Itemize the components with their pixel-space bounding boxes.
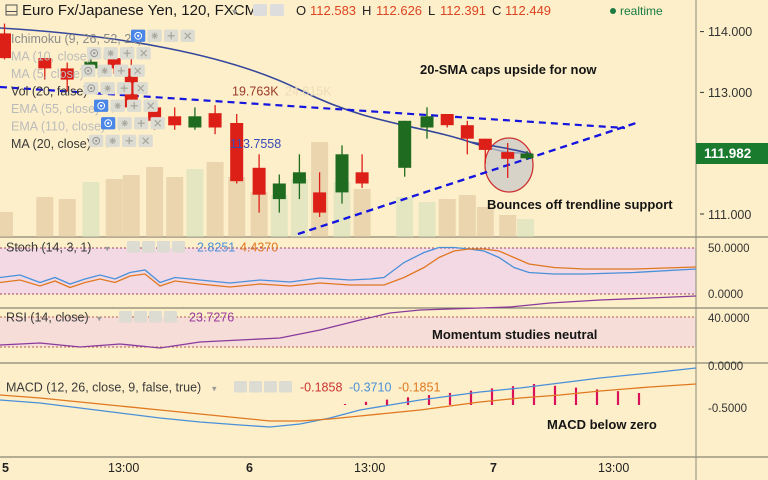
svg-text:H: H [362,3,371,18]
svg-text:MA (10, close): MA (10, close) [11,50,91,64]
svg-text:C: C [492,3,501,18]
svg-text:realtime: realtime [620,4,663,18]
svg-text:5: 5 [2,461,9,475]
svg-text:112.449: 112.449 [505,3,551,18]
svg-text:▾: ▾ [97,314,102,324]
svg-text:112.583: 112.583 [310,3,356,18]
svg-text:Euro Fx/Japanese Yen, 120, FXC: Euro Fx/Japanese Yen, 120, FXCM [22,2,257,19]
svg-text:13:00: 13:00 [108,461,139,475]
svg-text:0.0000: 0.0000 [708,289,743,301]
svg-text:4.4370: 4.4370 [240,241,278,255]
svg-text:111.000: 111.000 [708,208,751,222]
svg-text:23.7276: 23.7276 [189,311,234,325]
svg-text:Vol (20, false): Vol (20, false) [11,85,87,99]
svg-text:MACD below zero: MACD below zero [547,417,657,432]
svg-text:113.7558: 113.7558 [230,137,281,151]
svg-text:50.0000: 50.0000 [708,243,750,255]
svg-text:MACD (12, 26, close, 9, false,: MACD (12, 26, close, 9, false, true) [6,381,201,395]
svg-text:MA (5, close): MA (5, close) [11,67,84,81]
svg-text:13:00: 13:00 [354,461,385,475]
svg-text:Momentum studies neutral: Momentum studies neutral [432,327,597,342]
svg-text:112.626: 112.626 [376,3,422,18]
svg-text:-0.1851: -0.1851 [398,381,440,395]
svg-text:EMA (110, close): EMA (110, close) [11,120,105,134]
svg-text:0.0000: 0.0000 [708,361,743,373]
svg-text:112.391: 112.391 [440,3,486,18]
svg-text:L: L [428,3,435,18]
svg-text:EMA (55, close): EMA (55, close) [11,102,99,116]
svg-text:-0.5000: -0.5000 [708,403,747,415]
svg-text:13:00: 13:00 [598,461,629,475]
svg-text:2.8251: 2.8251 [197,241,235,255]
svg-text:40.0000: 40.0000 [708,313,750,325]
svg-text:113.000: 113.000 [708,86,752,100]
svg-text:Ichimoku (9, 26, 52, 26): Ichimoku (9, 26, 52, 26) [11,32,142,46]
svg-text:▾: ▾ [232,7,237,18]
svg-text:19.763K: 19.763K [232,85,279,99]
svg-text:▾: ▾ [212,384,217,394]
svg-text:7: 7 [490,461,497,475]
svg-text:O: O [296,3,306,18]
svg-text:-0.3710: -0.3710 [349,381,391,395]
svg-text:111.982: 111.982 [704,146,751,161]
svg-text:-0.1858: -0.1858 [300,381,342,395]
svg-text:114.000: 114.000 [708,25,752,39]
svg-text:RSI (14, close): RSI (14, close) [6,311,89,325]
svg-text:MA (20, close): MA (20, close) [11,137,91,151]
svg-text:24.815K: 24.815K [285,85,332,99]
svg-text:6: 6 [246,461,253,475]
svg-text:▾: ▾ [105,244,110,254]
svg-text:20-SMA caps upside for now: 20-SMA caps upside for now [420,62,597,77]
svg-text:Stoch (14, 3, 1): Stoch (14, 3, 1) [6,241,91,255]
svg-text:Bounces off trendline support: Bounces off trendline support [487,197,673,212]
